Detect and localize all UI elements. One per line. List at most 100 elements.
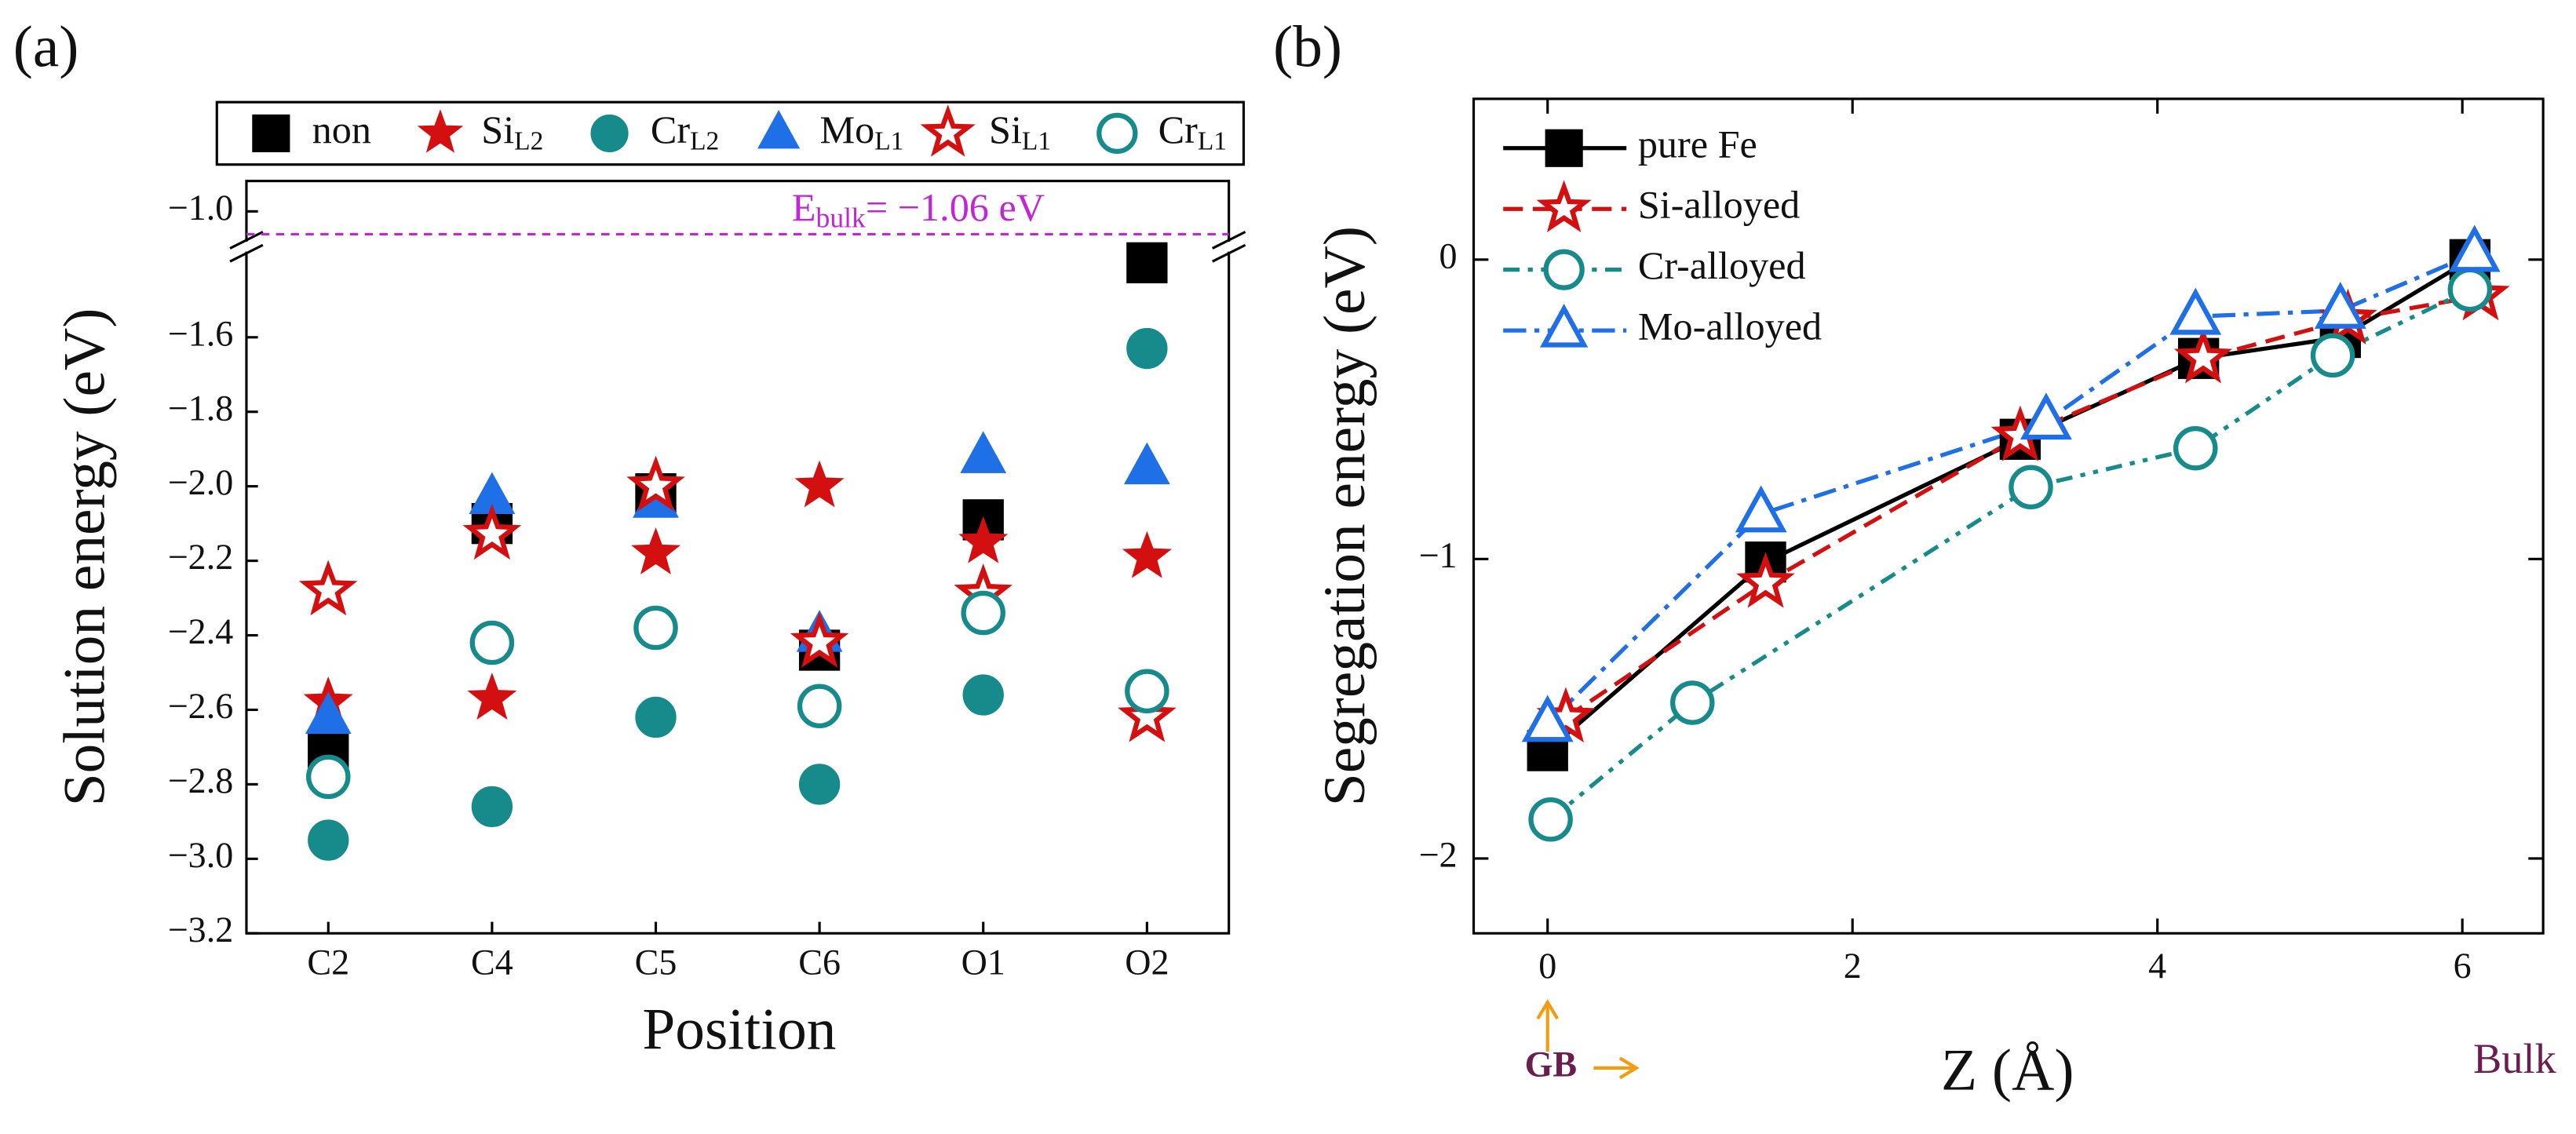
- y-tick-label: 0: [1439, 235, 1458, 275]
- y-tick-label: −1.0: [168, 188, 233, 228]
- arrow-head: [1536, 999, 1560, 1020]
- marker-circle: [1543, 249, 1585, 290]
- marker-circle: [1528, 797, 1573, 842]
- legend-box: [215, 100, 1246, 166]
- legend-name: Cr: [651, 107, 690, 151]
- marker-triangle: [1521, 695, 1574, 742]
- marker-star: [1122, 531, 1172, 578]
- y-tick-label: −3.0: [168, 835, 233, 875]
- marker-triangle: [2448, 224, 2501, 272]
- y-tick-label: −1.6: [168, 313, 233, 353]
- y-axis-label: Solution energy (eV): [52, 308, 117, 807]
- axis-break-gap: [1224, 242, 1234, 252]
- marker-triangle: [757, 110, 801, 149]
- marker-triangle: [305, 691, 352, 735]
- y-tick-label: −2.8: [168, 760, 233, 800]
- marker-circle: [961, 590, 1005, 636]
- y-tick-label: −2: [1419, 834, 1458, 874]
- marker-star: [958, 516, 1009, 563]
- legend-sub: L1: [1198, 126, 1227, 155]
- y-tick-label: −3.2: [168, 910, 233, 950]
- axis-break: [1212, 231, 1246, 250]
- marker-triangle: [1123, 442, 1170, 485]
- marker-circle: [590, 114, 629, 152]
- marker-circle: [635, 696, 677, 738]
- marker-star: [298, 560, 358, 616]
- y-axis-label: Segregation energy (eV): [1312, 226, 1377, 806]
- legend-sub: L1: [1022, 126, 1051, 155]
- marker-star: [626, 455, 685, 512]
- marker-star: [467, 672, 517, 720]
- marker-circle: [306, 754, 351, 800]
- axis-break: [229, 243, 264, 263]
- panel-label: (a): [13, 15, 79, 80]
- y-tick-label: −1.8: [168, 388, 233, 428]
- x-axis-label: Z (Å): [1941, 1038, 2074, 1103]
- marker-triangle: [2314, 282, 2366, 329]
- legend-name: non: [312, 107, 371, 151]
- legend-label: Cr-alloyed: [1638, 243, 1806, 287]
- x-tick-label: O2: [1125, 943, 1169, 983]
- marker-circle: [1126, 327, 1168, 370]
- legend-sub: L2: [690, 126, 719, 155]
- marker-triangle: [2020, 392, 2072, 440]
- legend-name: Cr: [1158, 107, 1198, 151]
- plot-frame: [1472, 97, 2545, 935]
- marker-star: [1736, 552, 1795, 608]
- y-tick-label: −2.0: [168, 462, 233, 502]
- x-tick-label: C2: [307, 943, 349, 983]
- marker-square: [1126, 242, 1168, 284]
- marker-triangle: [960, 431, 1007, 473]
- y-tick-label: −2.2: [168, 537, 233, 577]
- marker-circle: [633, 605, 678, 651]
- x-tick-label: 4: [2148, 946, 2166, 986]
- x-tick-label: C5: [635, 943, 677, 983]
- marker-circle: [471, 786, 513, 828]
- legend-label: CrL1: [1158, 107, 1227, 155]
- marker-star: [462, 503, 522, 560]
- marker-star: [790, 611, 849, 668]
- legend-label: Si-alloyed: [1638, 183, 1800, 227]
- legend-label: pure Fe: [1638, 122, 1757, 166]
- marker-star: [1536, 180, 1592, 232]
- annotation-text: E: [792, 185, 816, 229]
- x-tick-label: C4: [471, 943, 513, 983]
- arrow-head: [1618, 1056, 1640, 1080]
- legend-label: SiL2: [481, 107, 543, 155]
- marker-circle: [2009, 465, 2053, 510]
- marker-circle: [2447, 267, 2493, 312]
- legend-name: Si: [481, 107, 514, 151]
- axis-break: [229, 231, 264, 250]
- legend-label: Mo-alloyed: [1638, 304, 1822, 348]
- marker-square: [252, 114, 290, 152]
- marker-circle: [1670, 680, 1715, 725]
- x-tick-label: C6: [798, 943, 841, 983]
- marker-star: [2173, 327, 2233, 384]
- marker-star: [1118, 686, 1177, 742]
- annotation-text: = −1.06 eV: [866, 185, 1045, 229]
- marker-circle: [962, 674, 1004, 716]
- legend-name: Si: [989, 107, 1022, 151]
- axis-break-gap: [241, 242, 252, 252]
- x-axis-label: Position: [642, 997, 836, 1062]
- marker-star: [631, 527, 681, 574]
- legend-sub: L2: [514, 126, 543, 155]
- marker-circle: [797, 684, 842, 728]
- annotation: Bulk: [2473, 1035, 2557, 1082]
- y-tick-label: −2.6: [168, 686, 233, 726]
- y-tick-label: −1: [1419, 535, 1458, 575]
- legend-label: CrL2: [651, 107, 719, 155]
- legend-name: Mo: [819, 107, 874, 151]
- marker-circle: [2310, 333, 2355, 378]
- marker-circle: [1125, 669, 1169, 713]
- marker-star: [920, 104, 976, 157]
- annotation-sub: bulk: [816, 202, 866, 234]
- marker-star: [794, 460, 845, 508]
- series-line: [1545, 251, 2476, 726]
- marker-circle: [1096, 112, 1138, 155]
- y-tick-label: −2.4: [168, 611, 233, 651]
- legend-label: SiL1: [989, 107, 1051, 155]
- annotation: Ebulk= −1.06 eV: [792, 185, 1045, 234]
